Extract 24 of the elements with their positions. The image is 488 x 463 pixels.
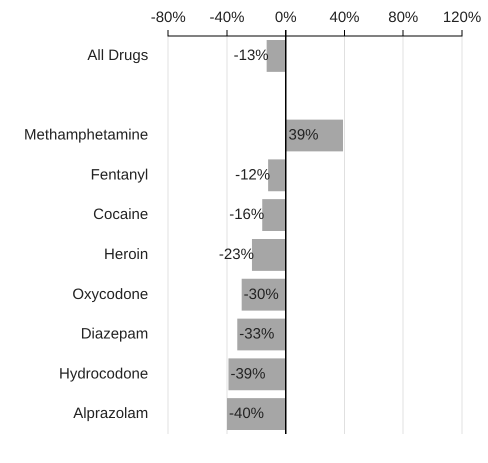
y-tick-label: Diazepam [80,326,148,343]
data-label: -16% [229,206,264,224]
data-label: -23% [218,246,254,264]
y-tick-label: Alprazolam [73,405,148,422]
data-label: -40% [228,405,264,422]
x-tick-label: 40% [329,9,360,26]
y-tick-label: Oxycodone [72,286,148,303]
data-label: -39% [230,365,266,382]
data-label: -33% [239,326,274,343]
y-tick-label: Hydrocodone [59,365,148,382]
y-tick-label: Methamphetamine [24,126,148,144]
x-tick-label: 80% [388,9,418,26]
x-tick-label: -80% [150,9,186,26]
y-tick-label: Fentanyl [90,166,148,184]
x-tick-label: 120% [442,9,482,26]
data-label: -30% [244,286,279,303]
y-tick-label: Cocaine [93,206,148,224]
x-tick-label: -40% [209,9,244,26]
data-label: 39% [288,126,319,144]
data-label: -13% [234,47,269,64]
data-label: -12% [235,166,270,184]
y-tick-label: All Drugs [87,47,148,64]
y-tick-label: Heroin [104,246,148,264]
x-tick-label: 0% [274,9,297,26]
